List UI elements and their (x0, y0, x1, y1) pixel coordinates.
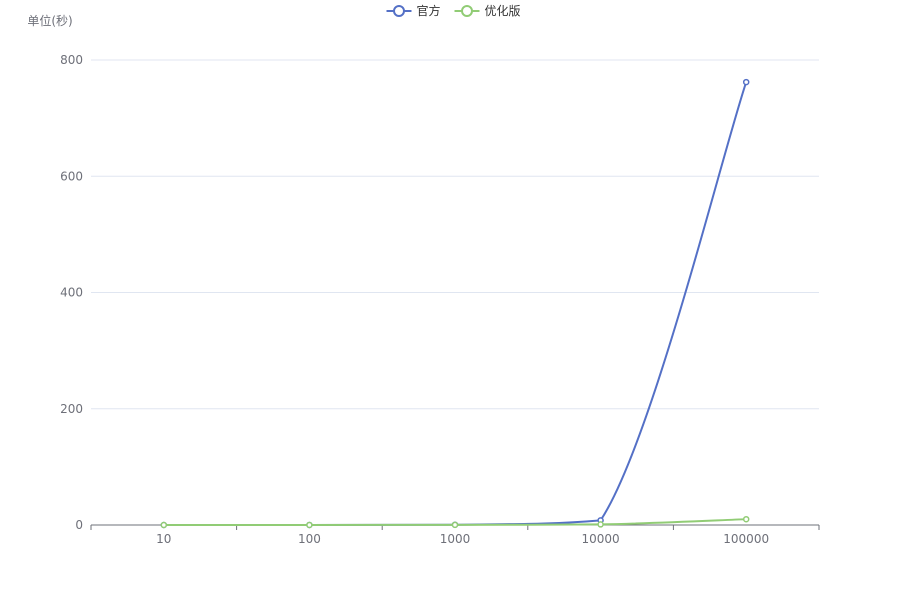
legend-item[interactable]: 官方 (386, 3, 441, 18)
y-tick-label: 400 (60, 286, 83, 300)
legend-label: 优化版 (485, 4, 521, 18)
data-point (742, 515, 750, 523)
series-lines (160, 78, 750, 529)
data-point (451, 521, 459, 529)
legend-marker-icon (393, 5, 405, 17)
data-point (742, 78, 750, 86)
axes: 单位(秒) 0 200 400 600 800 10 100 1000 10000 100000 (27, 13, 820, 546)
x-tick-label: 10 (156, 532, 171, 546)
y-tick-label: 200 (60, 402, 83, 416)
y-axis-title: 单位(秒) (27, 13, 72, 28)
x-tick-label: 100 (298, 532, 321, 546)
legend-item[interactable]: 优化版 (454, 4, 521, 18)
legend[interactable]: 官方 优化版 (386, 3, 521, 18)
grid-lines (91, 59, 819, 410)
y-tick-label: 0 (75, 518, 83, 532)
legend-marker-icon (461, 5, 473, 17)
series-line (163, 81, 748, 526)
data-point (597, 521, 604, 528)
legend-label: 官方 (417, 3, 441, 18)
data-point (160, 521, 168, 529)
x-tick-label: 1000 (440, 532, 471, 546)
x-tick-label: 100000 (723, 532, 769, 546)
y-tick-label: 800 (60, 53, 83, 67)
x-tick-label: 10000 (582, 532, 620, 546)
y-tick-label: 600 (60, 169, 83, 183)
data-point (306, 521, 313, 529)
